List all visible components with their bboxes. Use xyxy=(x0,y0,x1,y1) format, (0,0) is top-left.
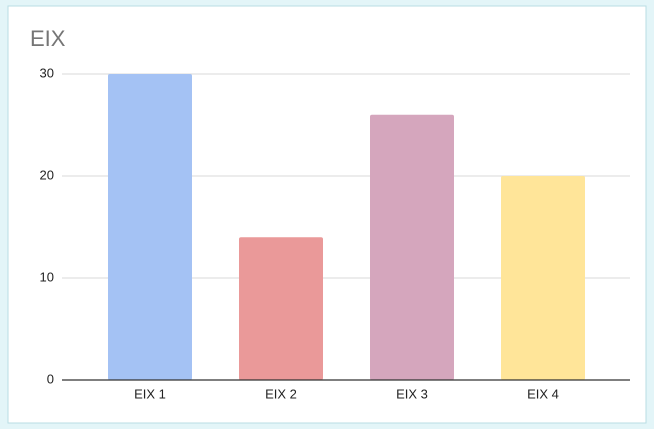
x-tick-label: EIX 4 xyxy=(527,386,559,401)
x-tick-label: EIX 1 xyxy=(134,386,166,401)
bar xyxy=(501,176,585,380)
bar xyxy=(239,237,323,380)
bar xyxy=(108,74,192,380)
y-tick-label: 0 xyxy=(47,371,54,386)
y-tick-label: 30 xyxy=(40,65,54,80)
x-tick-label: EIX 2 xyxy=(265,386,297,401)
chart-title: EIX xyxy=(30,26,66,51)
y-tick-label: 20 xyxy=(40,167,54,182)
y-tick-label: 10 xyxy=(40,269,54,284)
x-tick-label: EIX 3 xyxy=(396,386,428,401)
bar xyxy=(370,114,454,381)
